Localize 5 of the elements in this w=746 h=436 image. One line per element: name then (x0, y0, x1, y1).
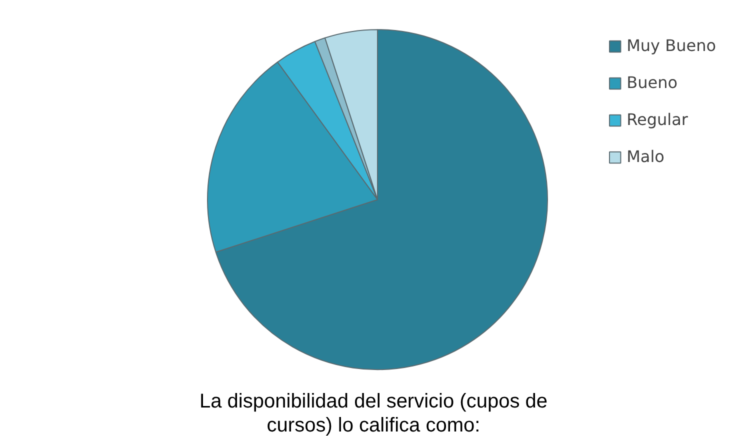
legend-label: Regular (626, 110, 688, 129)
legend-label: Bueno (626, 73, 678, 92)
legend-label: Muy Bueno (626, 36, 716, 55)
text: La disponibilidad del servicio (cupos de cursos) lo califica como: (200, 390, 548, 436)
legend-label: Malo (626, 147, 664, 166)
